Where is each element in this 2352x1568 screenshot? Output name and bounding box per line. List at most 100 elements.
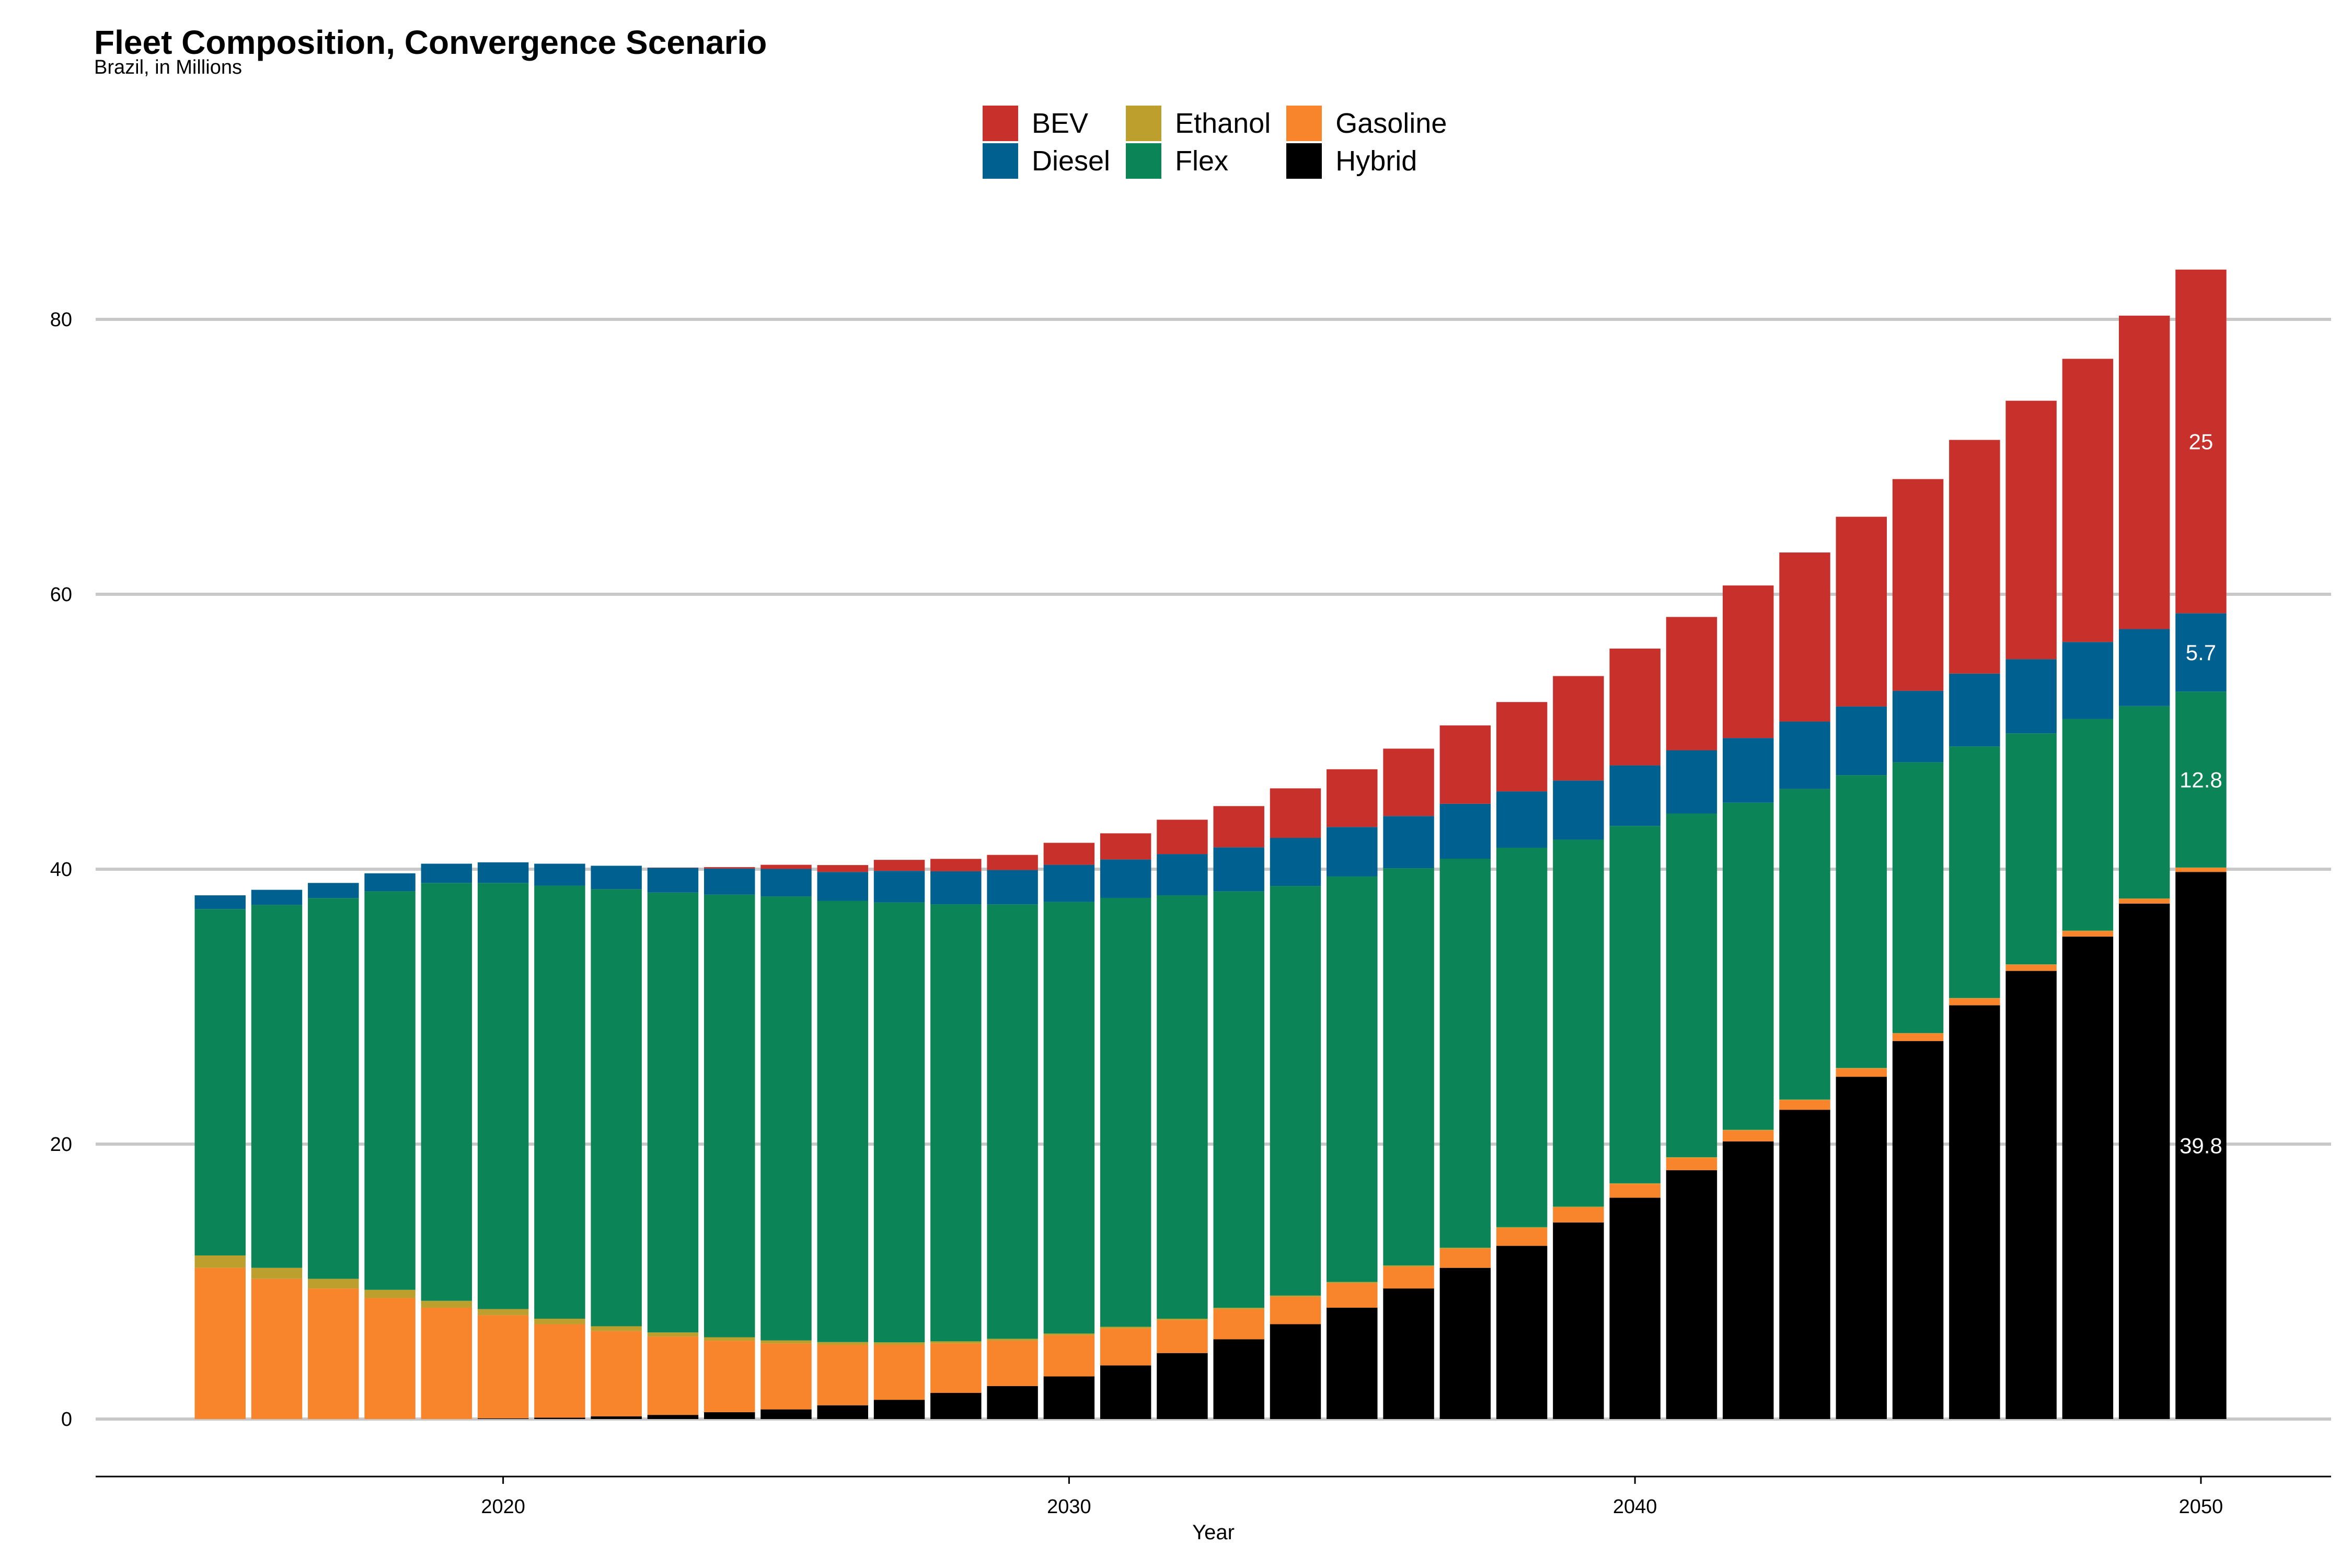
data-label: 5.7 — [2186, 640, 2216, 665]
bar-flex-2037 — [1439, 859, 1491, 1248]
bar-gasoline-2034 — [1270, 1296, 1321, 1324]
bar-gasoline-2019 — [421, 1307, 472, 1419]
bar-ethanol-2034 — [1270, 1295, 1321, 1297]
bar-diesel-2033 — [1213, 847, 1264, 892]
bar-diesel-2015 — [194, 895, 246, 909]
bar-flex-2039 — [1553, 839, 1604, 1207]
bar-hybrid-2024 — [704, 1412, 755, 1419]
bar-diesel-2028 — [930, 871, 982, 905]
bar-ethanol-2025 — [760, 1340, 812, 1344]
bar-bev-2034 — [1270, 788, 1321, 838]
bar-hybrid-2038 — [1496, 1246, 1548, 1419]
bar-gasoline-2045 — [1892, 1033, 1944, 1041]
bar-bev-2045 — [1892, 479, 1944, 691]
bar-hybrid-2046 — [1949, 1005, 2000, 1419]
bar-gasoline-2043 — [1779, 1100, 1830, 1110]
bar-ethanol-2031 — [1100, 1327, 1151, 1329]
bar-bev-2028 — [930, 859, 982, 871]
bar-ethanol-2035 — [1327, 1282, 1378, 1283]
bar-bev-2047 — [2005, 400, 2057, 660]
bar-bev-2029 — [987, 855, 1038, 870]
bar-bev-2026 — [817, 865, 869, 872]
bar-bev-2025 — [760, 864, 812, 869]
bar-hybrid-2031 — [1100, 1365, 1151, 1419]
bar-gasoline-2038 — [1496, 1228, 1548, 1246]
bar-hybrid-2041 — [1666, 1170, 1717, 1419]
bar-diesel-2024 — [704, 868, 755, 895]
bar-hybrid-2044 — [1836, 1077, 1887, 1419]
bar-diesel-2030 — [1043, 864, 1095, 902]
bar-bev-2039 — [1553, 676, 1604, 781]
bar-bev-2037 — [1439, 725, 1491, 804]
bar-flex-2050 — [2175, 691, 2227, 868]
bar-diesel-2035 — [1327, 827, 1378, 877]
bar-hybrid-2032 — [1157, 1353, 1208, 1419]
bar-diesel-2046 — [1949, 673, 2000, 747]
x-tick-label: 2040 — [1613, 1496, 1657, 1518]
bar-flex-2021 — [534, 885, 585, 1319]
legend-item-flex: Flex — [1126, 142, 1271, 180]
bar-flex-2048 — [2062, 719, 2114, 931]
bar-flex-2015 — [194, 909, 246, 1256]
bar-gasoline-2024 — [704, 1341, 755, 1412]
bar-hybrid-2022 — [591, 1416, 642, 1419]
bar-diesel-2045 — [1892, 690, 1944, 763]
bar-bev-2049 — [2118, 315, 2170, 629]
bar-gasoline-2031 — [1100, 1328, 1151, 1366]
bar-gasoline-2027 — [873, 1344, 925, 1400]
bar-gasoline-2020 — [477, 1315, 529, 1419]
bar-hybrid-2028 — [930, 1393, 982, 1419]
bar-flex-2047 — [2005, 733, 2057, 964]
bar-bev-2035 — [1327, 769, 1378, 827]
bar-gasoline-2035 — [1327, 1283, 1378, 1308]
bar-ethanol-2017 — [308, 1278, 359, 1289]
bar-bev-2048 — [2062, 359, 2114, 642]
legend-item-bev: BEV — [983, 105, 1110, 142]
bar-bev-2027 — [873, 860, 925, 871]
bar-ethanol-2021 — [534, 1319, 585, 1324]
bar-gasoline-2036 — [1383, 1266, 1434, 1289]
bar-gasoline-2015 — [194, 1267, 246, 1419]
bar-gasoline-2021 — [534, 1324, 585, 1418]
bar-bev-2044 — [1836, 516, 1887, 707]
bar-flex-2020 — [477, 883, 529, 1309]
x-axis-title: Year — [1192, 1521, 1235, 1544]
bar-ethanol-2020 — [477, 1309, 529, 1316]
bar-ethanol-2015 — [194, 1255, 246, 1268]
legend-label: Flex — [1175, 145, 1229, 177]
bar-diesel-2029 — [987, 870, 1038, 905]
bar-diesel-2040 — [1609, 765, 1661, 826]
bar-diesel-2038 — [1496, 791, 1548, 848]
legend-item-diesel: Diesel — [983, 142, 1110, 180]
x-tick-label: 2020 — [481, 1496, 525, 1518]
bar-flex-2032 — [1157, 895, 1208, 1319]
bar-gasoline-2028 — [930, 1343, 982, 1393]
bar-gasoline-2016 — [251, 1278, 303, 1419]
y-tick-label: 60 — [50, 584, 72, 606]
bar-diesel-2032 — [1157, 854, 1208, 895]
bar-gasoline-2044 — [1836, 1068, 1887, 1077]
bar-diesel-2044 — [1836, 706, 1887, 776]
bar-gasoline-2026 — [817, 1344, 869, 1405]
bar-flex-2019 — [421, 883, 472, 1301]
legend-swatch — [1126, 143, 1162, 179]
bar-hybrid-2029 — [987, 1386, 1038, 1419]
bar-gasoline-2047 — [2005, 964, 2057, 971]
bar-diesel-2034 — [1270, 838, 1321, 886]
legend-swatch — [983, 143, 1018, 179]
bar-hybrid-2036 — [1383, 1288, 1434, 1419]
bar-bev-2040 — [1609, 648, 1661, 766]
bar-bev-2036 — [1383, 748, 1434, 816]
bar-ethanol-2042 — [1723, 1129, 1774, 1131]
bar-gasoline-2050 — [2175, 868, 2227, 872]
legend-swatch — [1286, 143, 1322, 179]
bar-diesel-2021 — [534, 863, 585, 886]
bar-flex-2029 — [987, 904, 1038, 1339]
bar-gasoline-2017 — [308, 1288, 359, 1419]
bar-ethanol-2016 — [251, 1267, 303, 1279]
bar-flex-2044 — [1836, 775, 1887, 1068]
bar-diesel-2016 — [251, 890, 303, 905]
bar-gasoline-2048 — [2062, 931, 2114, 937]
data-label: 12.8 — [2180, 768, 2222, 792]
